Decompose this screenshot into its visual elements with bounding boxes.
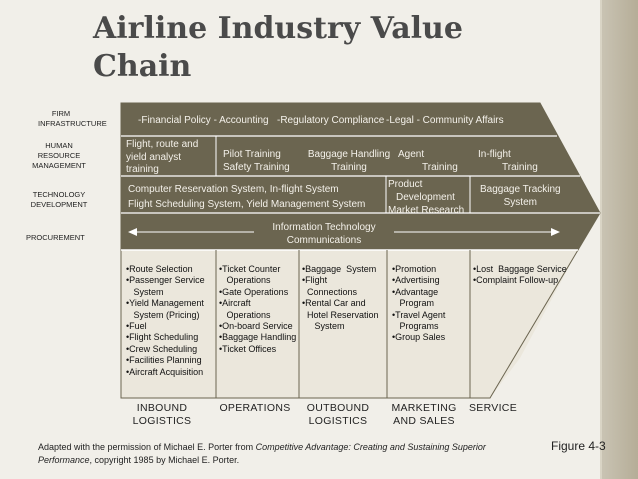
title-line-2: Chain — [93, 49, 192, 84]
title-line-1: Airline Industry Value — [93, 11, 463, 46]
source-footnote: Adapted with the permission of Michael E… — [38, 441, 528, 467]
label-service: SERVICE — [468, 402, 517, 414]
tech-c-line1: Product — [388, 179, 423, 190]
label-inbound-line1: INBOUND — [136, 402, 188, 414]
firm-item-financial: -Financial Policy - Accounting — [138, 115, 269, 126]
tech-item-reservation: Computer Reservation System, In-flight S… — [128, 184, 339, 195]
hr-item-inflight: In-flight Training — [478, 148, 538, 174]
hr-item-agent: Agent Training — [398, 148, 470, 174]
tech-item-baggage-tracking: Baggage Tracking System — [480, 183, 561, 209]
hr-c-line2: Training — [331, 162, 367, 173]
label-human-resource-management: HUMAN RESOURCE MANAGEMENT — [28, 141, 90, 171]
label-firm-infrastructure: FIRM INFRASTRUCTURE — [38, 109, 107, 129]
tech-c-line3: Market Research — [388, 205, 465, 216]
hr-item-flight-route: Flight, route and yield analyst training — [126, 139, 198, 177]
label-hr-line3: MANAGEMENT — [32, 161, 86, 170]
hr-item-baggage: Baggage Handling Training — [302, 148, 396, 174]
tech-c-line2: Development — [396, 192, 455, 203]
label-firm-line1: FIRM — [51, 109, 71, 118]
page-title: Airline Industry Value Chain — [93, 10, 513, 86]
hr-b-line1: Pilot Training — [223, 149, 281, 160]
list-outbound-logistics: •Baggage System •Flight Connections •Ren… — [302, 264, 379, 332]
hr-a-line3: training — [126, 164, 159, 175]
label-firm-line2: INFRASTRUCTURE — [38, 119, 107, 128]
hr-c-line1: Baggage Handling — [307, 149, 391, 160]
list-inbound-logistics: •Route Selection •Passenger Service Syst… — [126, 264, 205, 377]
list-service: •Lost Baggage Service •Complaint Follow-… — [473, 264, 567, 286]
tech-d-line2: System — [503, 197, 537, 208]
procurement-arrow-left — [128, 228, 137, 236]
label-outbound-line2: LOGISTICS — [308, 415, 368, 427]
decorative-band — [602, 0, 638, 479]
hr-a-line1: Flight, route and — [126, 139, 199, 150]
label-marketing-sales: MARKETING AND SALES — [384, 402, 464, 428]
footnote-book-title-1: Competitive Advantage: Creating and Sust… — [255, 442, 486, 452]
label-marketing-line2: AND SALES — [393, 415, 455, 427]
procurement-arrow-right — [551, 228, 560, 236]
label-tech-line1: TECHNOLOGY — [32, 190, 86, 199]
hr-b-line2: Safety Training — [223, 162, 290, 173]
label-hr-line1: HUMAN — [45, 141, 73, 150]
hr-d-line1: Agent — [398, 149, 425, 160]
list-marketing-sales: •Promotion •Advertising •Advantage Progr… — [392, 264, 446, 343]
primary-activities-block — [121, 250, 578, 398]
label-technology-development: TECHNOLOGY DEVELOPMENT — [27, 190, 91, 210]
hr-e-line1: In-flight — [478, 149, 511, 160]
label-hr-line2: RESOURCE — [37, 151, 81, 160]
procurement-line1: Information Technology — [272, 222, 376, 233]
hr-d-line2: Training — [422, 162, 458, 173]
label-outbound-line1: OUTBOUND — [306, 402, 370, 414]
hr-a-line2: yield analyst — [126, 151, 182, 163]
list-operations: •Ticket Counter Operations •Gate Operati… — [219, 264, 297, 354]
firm-item-regulatory: -Regulatory Compliance — [277, 115, 385, 126]
label-tech-line2: DEVELOPMENT — [30, 200, 88, 209]
label-operations: OPERATIONS — [219, 402, 291, 414]
hr-e-line2: Training — [502, 162, 538, 173]
footnote-book-title-2: Performance — [38, 455, 90, 465]
hr-item-pilot: Pilot Training Safety Training — [223, 148, 290, 174]
label-outbound-logistics: OUTBOUND LOGISTICS — [298, 402, 378, 428]
tech-item-scheduling: Flight Scheduling System, Yield Manageme… — [128, 199, 366, 210]
decorative-line — [600, 0, 602, 479]
procurement-item: Information Technology Communications — [254, 221, 394, 247]
tech-d-line1: Baggage Tracking — [480, 184, 561, 195]
tech-item-product: Product Development Market Research — [388, 178, 464, 217]
firm-item-legal: -Legal - Community Affairs — [386, 115, 504, 126]
footnote-text-1: Adapted with the permission of Michael E… — [38, 442, 256, 452]
procurement-line2: Communications — [286, 235, 362, 246]
label-marketing-line1: MARKETING — [391, 402, 457, 414]
label-inbound-line2: LOGISTICS — [132, 415, 192, 427]
figure-label: Figure 4-3 — [551, 439, 606, 453]
footnote-text-2: , copyright 1985 by Michael E. Porter. — [89, 455, 240, 465]
label-procurement: PROCUREMENT — [26, 233, 85, 242]
label-inbound-logistics: INBOUND LOGISTICS — [126, 402, 198, 428]
